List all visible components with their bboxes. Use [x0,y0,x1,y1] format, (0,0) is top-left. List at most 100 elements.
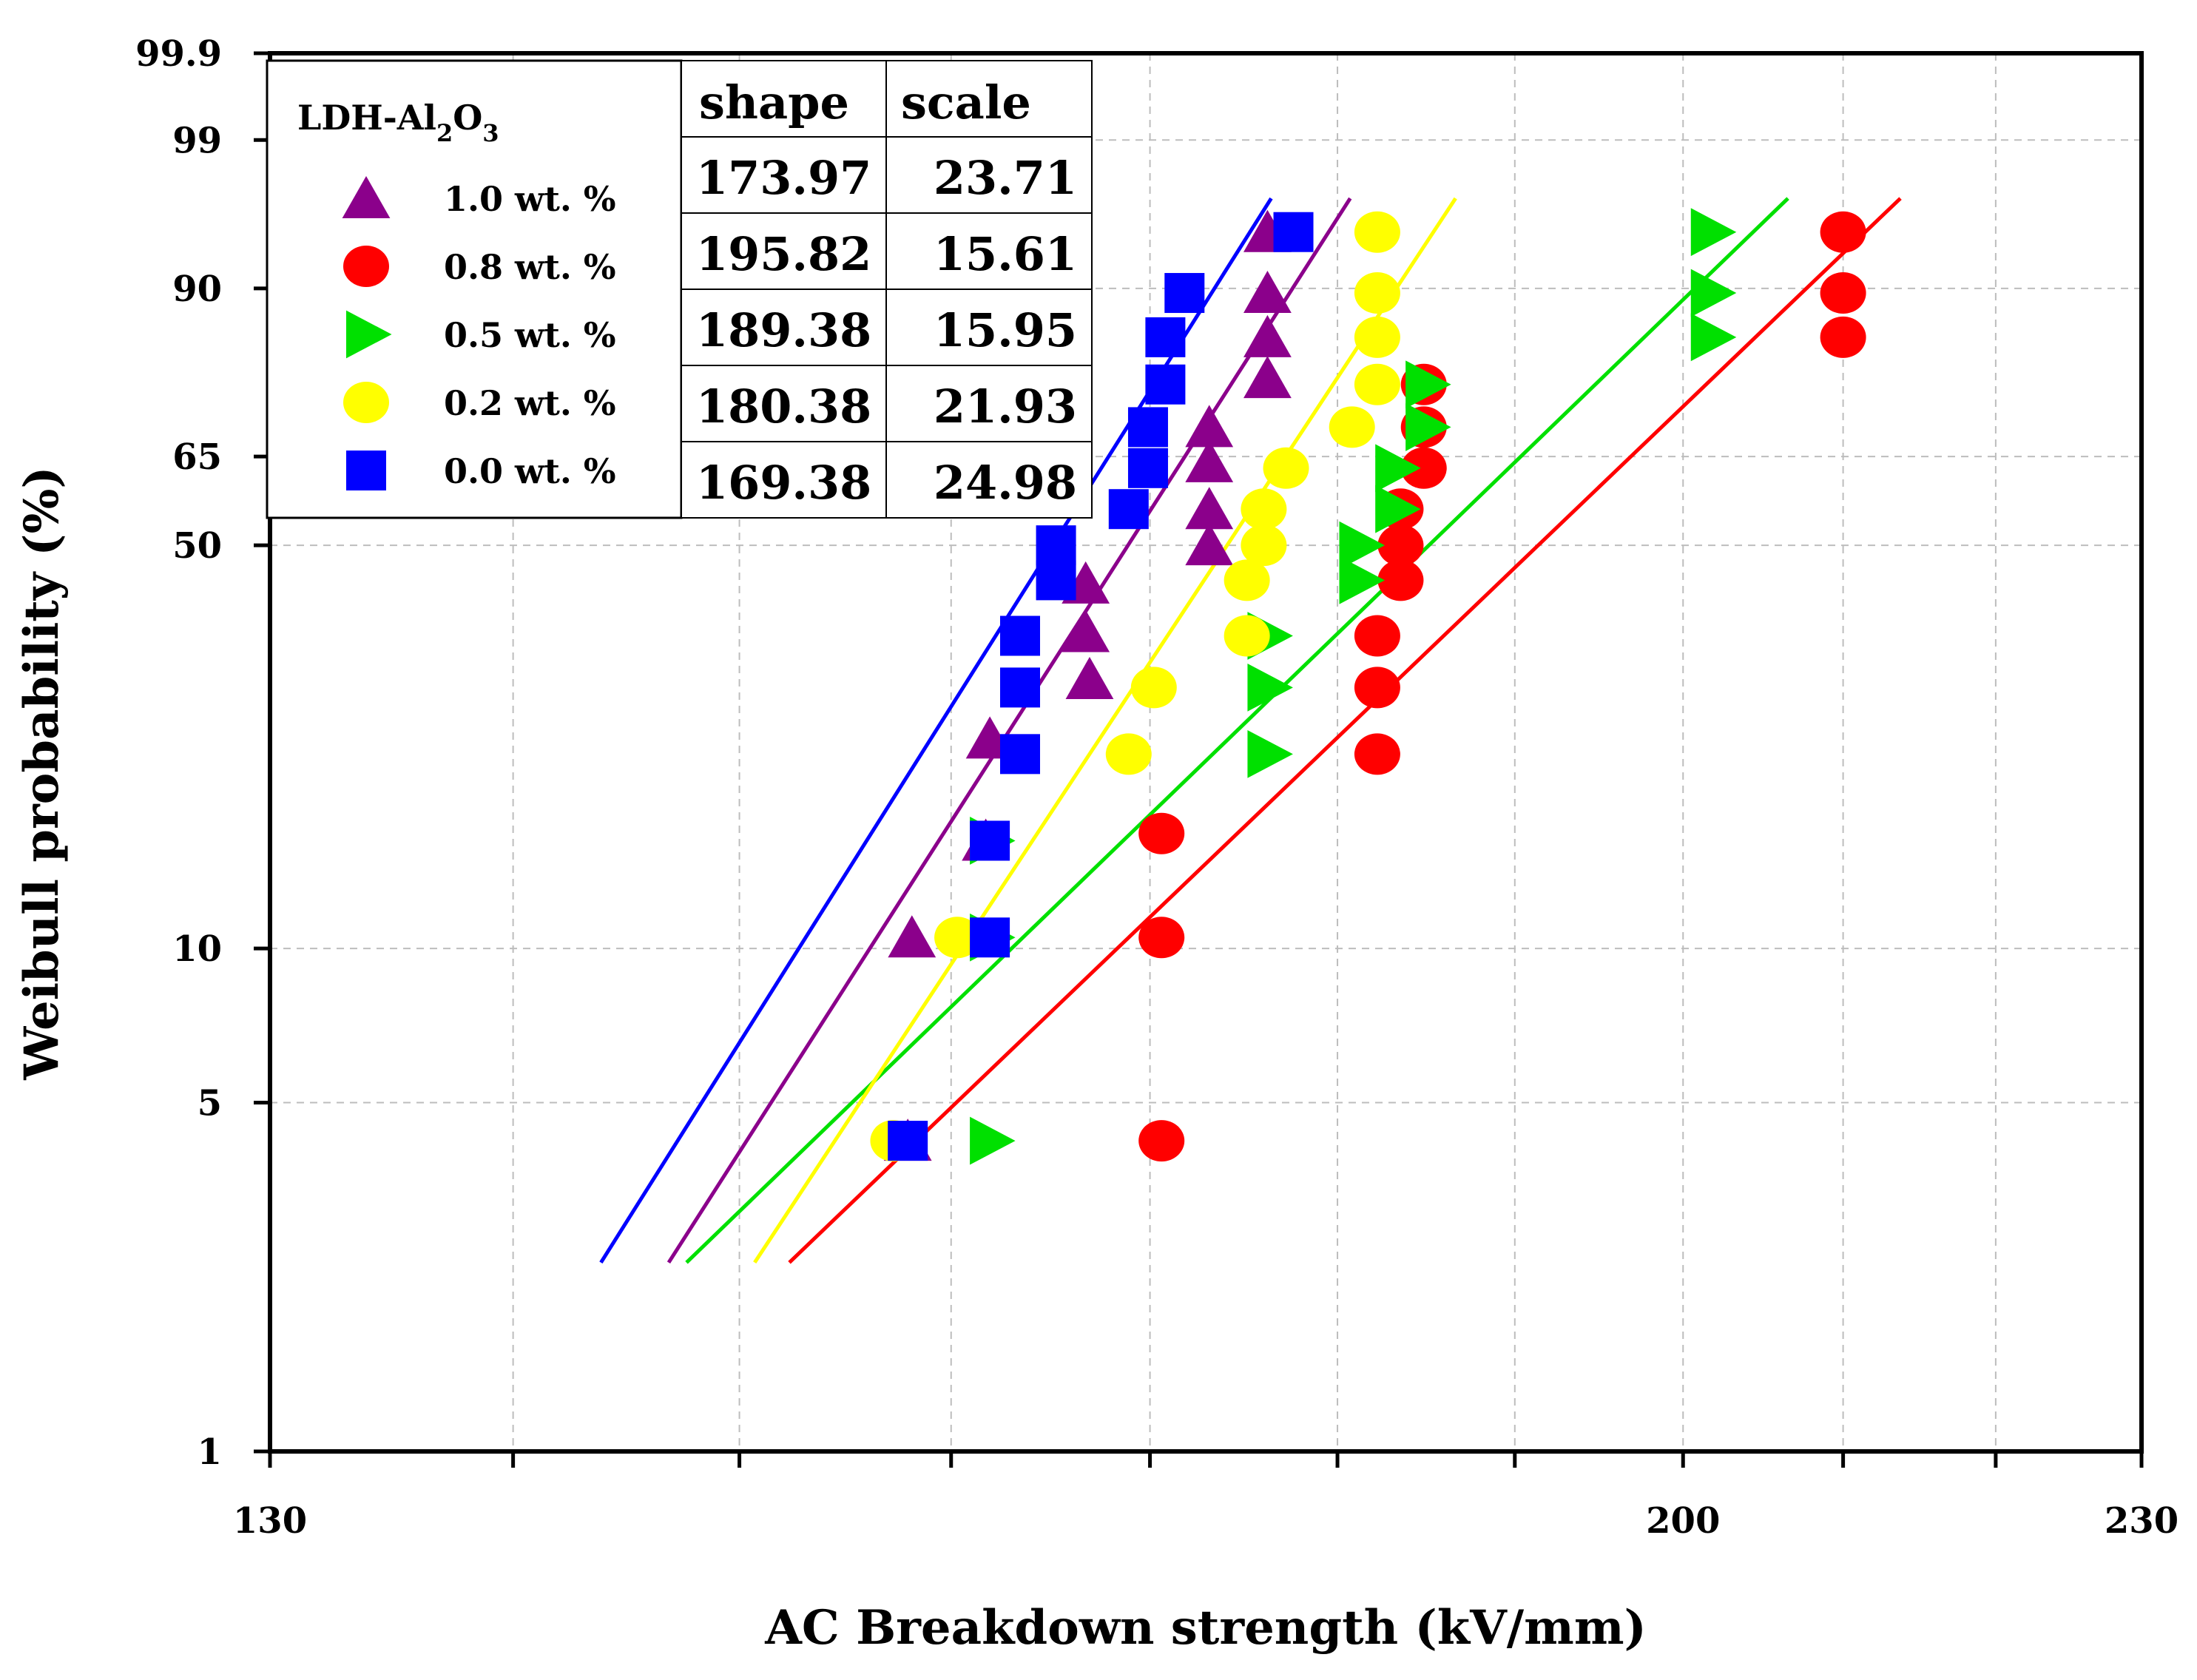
param-table-cell: 195.82 [696,227,871,281]
data-point [1241,488,1287,530]
legend-marker [343,382,389,423]
data-point [1127,448,1168,488]
param-table-cell: 169.38 [696,456,871,510]
legend: LDH-Al2O3 1.0 wt. % 0.8 wt. % 0.5 wt. % 0.2… [266,59,683,519]
data-point [999,615,1040,656]
data-point [999,667,1040,708]
data-point [1243,314,1292,357]
data-point [1405,403,1451,451]
y-tick-label: 99 [172,120,222,161]
data-point [1339,521,1386,570]
data-point [1224,559,1270,601]
data-point [1138,917,1185,959]
data-point [1247,663,1293,712]
data-point [1138,1120,1185,1162]
legend-box [266,59,683,519]
data-point [1377,559,1424,601]
fit-lines [599,197,1902,1264]
data-point [1145,364,1186,405]
legend-entries: 1.0 wt. % 0.8 wt. % 0.5 wt. % 0.2 wt. % 0.0 … [342,176,616,491]
data-point [1375,444,1421,493]
data-point [1820,316,1866,358]
data-point [1354,363,1400,405]
param-table-cell: 21.93 [934,379,1077,434]
data-point [1354,615,1400,657]
y-tick-label: 99.9 [135,33,222,75]
tick-labels: 130 200 230 1 5 10 50 65 90 99 99.9 [135,33,2179,1542]
data-point [1062,610,1110,652]
data-points [870,208,1866,1165]
legend-label: 0.5 wt. % [444,315,616,355]
data-point [1127,407,1168,448]
legend-label: 1.0 wt. % [444,179,616,219]
data-point [1375,485,1421,533]
data-point [1339,556,1386,604]
param-table-cell: 15.61 [934,227,1077,281]
data-point [1243,356,1292,399]
data-point [1354,733,1400,775]
data-point [1185,405,1234,448]
data-point [1690,313,1737,362]
legend-title: LDH-Al2O3 [297,98,499,147]
param-table-body: shape scale 173.97 23.71 195.82 15.61 189.38 15… [681,75,1092,510]
data-point [1145,317,1186,357]
data-point [970,917,1010,958]
legend-label: 0.2 wt. % [444,383,616,423]
legend-marker [346,310,392,359]
data-point [1224,615,1270,657]
param-table-cell: 15.95 [934,303,1077,357]
data-point [1185,523,1234,566]
y-tick-label: 90 [172,269,222,310]
data-point [1329,406,1375,448]
data-point [1105,733,1152,775]
data-point [1820,211,1866,253]
param-table-header: shape [699,75,849,129]
legend-marker [346,451,386,490]
param-table-cell: 189.38 [696,303,871,357]
x-tick-label: 130 [233,1500,307,1542]
y-tick-label: 50 [172,525,222,567]
data-point [1130,667,1177,709]
data-point [1247,729,1293,778]
data-point [934,917,981,959]
data-point [999,734,1040,775]
y-axis-title: Weibull probability (%) [14,466,70,1080]
fit-line [666,197,1352,1264]
data-point [1241,524,1287,567]
data-point [1690,269,1737,317]
x-tick-label: 230 [2105,1500,2179,1542]
fit-line [753,197,1457,1264]
data-point [888,1121,928,1161]
param-table-cell: 180.38 [696,379,871,434]
legend-marker [343,246,389,287]
data-point [970,820,1010,861]
data-point [1377,524,1424,567]
plot-frame [268,51,2144,1454]
data-point [1036,560,1076,601]
y-tick-label: 65 [172,436,222,478]
data-point [1354,272,1400,314]
data-point [1065,656,1114,699]
data-point [1690,208,1737,257]
data-point [1263,447,1309,489]
data-point [1164,273,1205,314]
parameter-table: shape scale 173.97 23.71 195.82 15.61 189.38 15… [681,60,1093,519]
y-tick-label: 10 [172,928,222,970]
x-axis-title: AC Breakdown strength (kV/mm) [764,1600,1647,1656]
y-tick-label: 5 [198,1082,222,1124]
data-point [1273,212,1314,252]
param-table-cell: 23.71 [934,151,1077,205]
legend-label: 0.0 wt. % [444,451,616,491]
data-point [1820,272,1866,314]
data-point [1354,211,1400,253]
data-point [1354,316,1400,358]
data-point [970,1116,1016,1165]
data-point [1400,447,1447,489]
data-point [1138,812,1185,854]
legend-marker [342,176,391,218]
data-point [1108,489,1149,530]
data-point [1354,667,1400,709]
legend-label: 0.8 wt. % [444,247,616,287]
param-table-cell: 173.97 [696,151,871,205]
